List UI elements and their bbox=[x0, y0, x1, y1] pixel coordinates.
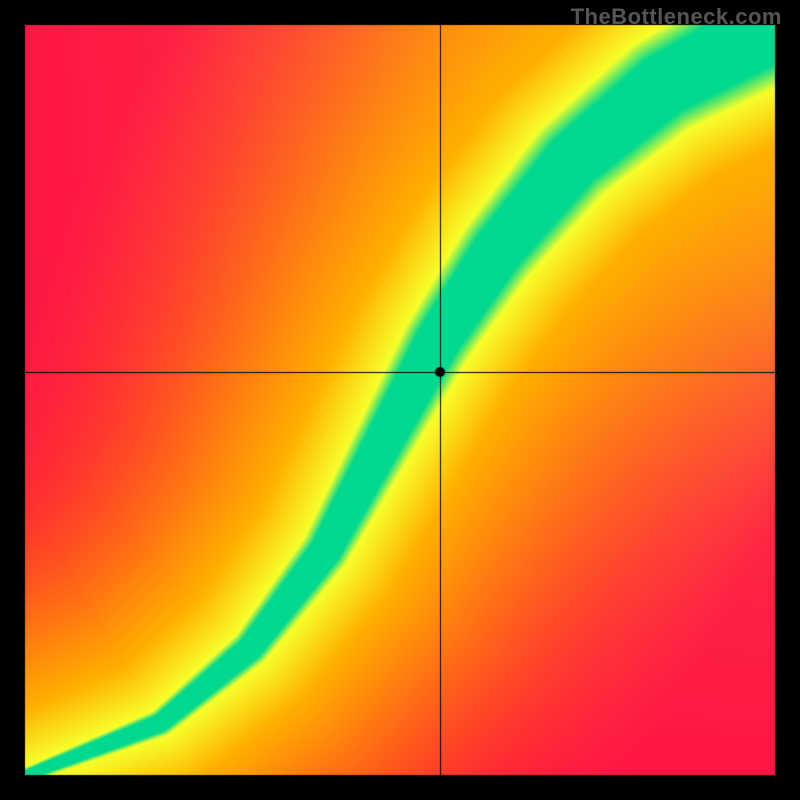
heatmap-canvas bbox=[0, 0, 800, 800]
watermark-text: TheBottleneck.com bbox=[571, 4, 782, 30]
chart-container: TheBottleneck.com bbox=[0, 0, 800, 800]
